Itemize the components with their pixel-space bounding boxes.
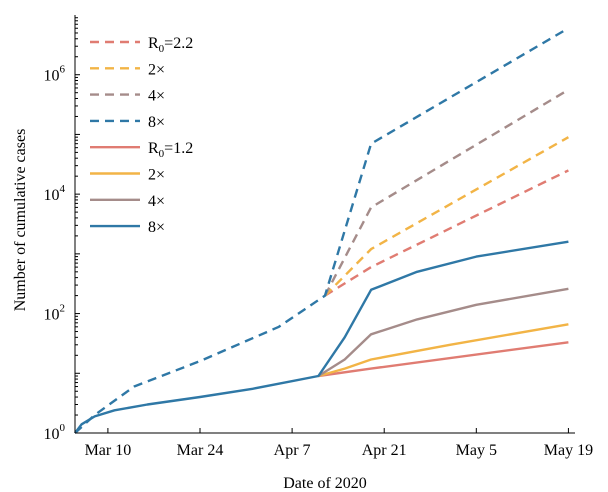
legend-label: 4× bbox=[148, 88, 165, 105]
legend-label: R0=2.2 bbox=[148, 35, 193, 55]
y-tick-label: 100 bbox=[44, 422, 66, 443]
legend-entry-5: R0=1.2 bbox=[90, 140, 193, 160]
x-tick-label: Mar 24 bbox=[177, 442, 224, 459]
series-line-1-dashed bbox=[324, 169, 569, 297]
axes bbox=[74, 15, 575, 434]
legend-entry-3: 4× bbox=[90, 88, 165, 105]
series-line-3-dashed bbox=[323, 88, 570, 297]
legend-label: 4× bbox=[148, 193, 165, 210]
series-line-7-solid bbox=[317, 287, 569, 378]
x-tick-label: Mar 10 bbox=[85, 442, 132, 459]
legend-label: R0=1.2 bbox=[148, 140, 193, 160]
x-axis-title: Date of 2020 bbox=[283, 475, 367, 492]
legend-label: 2× bbox=[148, 167, 165, 184]
legend-entry-4: 8× bbox=[90, 114, 165, 131]
legend-label: 2× bbox=[148, 61, 165, 78]
y-tick-label: 106 bbox=[44, 64, 66, 85]
series-line-4-dashed bbox=[74, 27, 570, 434]
legend-label: 8× bbox=[148, 219, 165, 236]
legend-entry-1: R0=2.2 bbox=[90, 35, 193, 55]
legend-entry-6: 2× bbox=[90, 167, 165, 184]
legend-entry-2: 2× bbox=[90, 61, 165, 78]
y-tick-label: 104 bbox=[44, 183, 66, 204]
x-axis-ticks: Mar 10 Mar 24 Apr 7 Apr 21 May 5 May 19 bbox=[85, 428, 593, 459]
series-lines bbox=[74, 27, 570, 434]
legend-label: 8× bbox=[148, 114, 165, 131]
legend-entry-8: 8× bbox=[90, 219, 165, 236]
y-axis-title: Number of cumulative cases bbox=[12, 129, 29, 312]
legend: R0=2.2 2× 4× 8× R0=1.2 2× 4× 8× bbox=[90, 35, 193, 236]
x-tick-label: May 5 bbox=[456, 442, 497, 459]
series-line-6-solid bbox=[318, 323, 569, 378]
x-tick-label: May 19 bbox=[544, 442, 593, 459]
x-tick-label: Apr 7 bbox=[274, 442, 311, 459]
x-tick-label: Apr 21 bbox=[362, 442, 407, 459]
series-line-5-solid bbox=[318, 341, 569, 378]
series-line-8-solid bbox=[74, 240, 569, 434]
y-axis-ticks: 100 102 104 106 bbox=[44, 17, 80, 443]
y-tick-label: 102 bbox=[44, 303, 66, 324]
series-line-2-dashed bbox=[324, 136, 569, 297]
legend-entry-7: 4× bbox=[90, 193, 165, 210]
